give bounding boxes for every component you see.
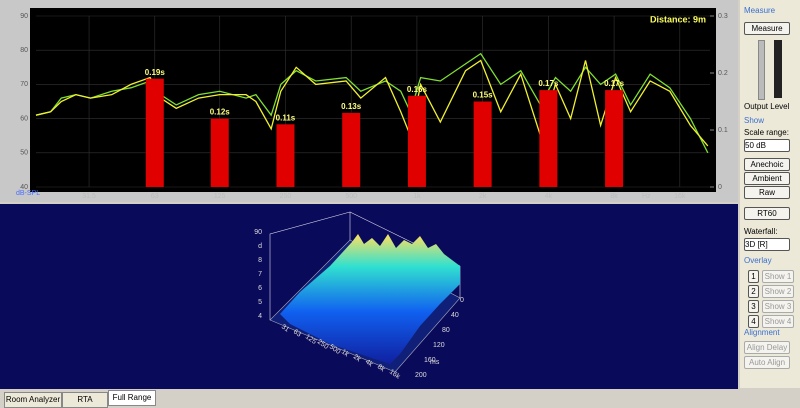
- y-label: dB-SPL: [16, 190, 40, 197]
- y2-tick-label: 0.2: [718, 70, 728, 77]
- x-tick-label: 63: [151, 193, 159, 200]
- bar: [605, 90, 624, 187]
- z-label: 4: [258, 313, 262, 320]
- ambient-button[interactable]: Ambient: [744, 172, 790, 185]
- time-label: 40: [451, 312, 459, 319]
- x-tick-label: 8k: [610, 193, 618, 200]
- plot-area: [30, 8, 716, 192]
- bar: [342, 112, 361, 187]
- section: Overlay: [744, 256, 772, 265]
- scale-select[interactable]: 50 dB: [744, 139, 790, 152]
- bar-label: 0.12s: [210, 108, 231, 117]
- x-tick-label: 250: [280, 193, 292, 200]
- y-tick-label: 80: [20, 47, 28, 54]
- overlay-num[interactable]: 2: [748, 285, 759, 298]
- time-label: 80: [442, 327, 450, 334]
- time-label: 120: [433, 342, 445, 349]
- bar-label: 0.16s: [407, 85, 428, 94]
- z-label: 90: [254, 229, 262, 236]
- level-meter: [774, 40, 782, 98]
- x-tick-label: 4k: [545, 193, 553, 200]
- z-label: 7: [258, 271, 262, 278]
- time-unit: ms: [430, 359, 440, 366]
- y-tick-label: 60: [20, 115, 28, 122]
- bar-label: 0.19s: [145, 68, 166, 77]
- bar-label: 0.11s: [276, 113, 296, 122]
- overlay-button[interactable]: Show 1: [762, 270, 794, 283]
- freq-label: 1k: [340, 348, 350, 358]
- bar: [539, 90, 558, 187]
- x-tick-label: 1k: [413, 193, 421, 200]
- align-delay[interactable]: Align Delay: [744, 341, 790, 354]
- y-tick-label: 50: [20, 150, 28, 157]
- tab[interactable]: RTA: [62, 392, 108, 408]
- response-line: [35, 59, 709, 147]
- overlay-button[interactable]: Show 3: [762, 300, 794, 313]
- frame: [269, 211, 351, 320]
- overlay-num[interactable]: 4: [748, 315, 759, 328]
- auto-align[interactable]: Auto Align: [744, 356, 790, 369]
- overlay-num[interactable]: 3: [748, 300, 759, 313]
- bar: [276, 124, 295, 187]
- anechoic-button[interactable]: Anechoic: [744, 158, 790, 171]
- bar-label: 0.13s: [341, 102, 362, 111]
- waterfall-select[interactable]: 3D [R]: [744, 238, 790, 251]
- x-tick-label: 500: [345, 193, 357, 200]
- overlay-button[interactable]: Show 4: [762, 315, 794, 328]
- bar-label: 0.17s: [538, 79, 559, 88]
- bar-label: 0.17s: [604, 79, 625, 88]
- side-panel: Measure Measure Output Level Show Scale …: [740, 0, 800, 388]
- bar: [473, 101, 492, 187]
- y2-tick-label: 0.1: [718, 127, 728, 134]
- freq-label: 4k: [364, 358, 374, 368]
- y-tick-label: 70: [20, 81, 28, 88]
- tab[interactable]: Full Range: [108, 390, 156, 406]
- z-label: 5: [258, 299, 262, 306]
- time-label: 0: [460, 297, 464, 304]
- freq-label: 31: [280, 323, 290, 333]
- section: Alignment: [744, 328, 780, 337]
- slider[interactable]: [758, 40, 765, 100]
- section: Show: [744, 116, 765, 125]
- freq-label: 63: [292, 328, 302, 338]
- z-label: d: [258, 243, 262, 250]
- response-chart: Distance: 9m dB-SPL Hz 40 50 60 70 80 90 0 0.1 0…: [0, 0, 738, 202]
- raw-button[interactable]: Raw: [744, 186, 790, 199]
- tab[interactable]: Room Analyzer: [4, 392, 62, 408]
- overlay-num[interactable]: 1: [748, 270, 759, 283]
- label: Scale range:: [744, 128, 789, 137]
- distance: Distance: 9m: [650, 14, 706, 24]
- x-tick-label: 2k: [479, 193, 487, 200]
- x-tick-label: 31.5: [82, 193, 96, 200]
- overlay-button[interactable]: Show 2: [762, 285, 794, 298]
- label: Waterfall:: [744, 227, 778, 236]
- rt60-button[interactable]: RT60: [744, 207, 790, 220]
- time-label: 200: [415, 372, 427, 379]
- bar: [210, 118, 229, 187]
- freq-label: 8k: [376, 363, 386, 373]
- tab-bar: Room Analyzer RTA Full Range: [0, 390, 800, 408]
- x-tick-label: 125: [214, 193, 226, 200]
- freq-label: 2k: [352, 353, 362, 363]
- label: Output Level: [744, 102, 790, 111]
- section: Measure: [744, 6, 776, 15]
- x-tick-label: 16k: [674, 193, 686, 200]
- y2-tick-label: 0: [718, 184, 722, 191]
- y-tick-label: 90: [20, 13, 28, 20]
- z-label: 6: [258, 285, 262, 292]
- bar: [145, 78, 164, 187]
- bar: [407, 95, 426, 187]
- y-tick-label: 40: [20, 184, 28, 191]
- bar-label: 0.15s: [473, 91, 494, 100]
- z-label: 8: [258, 257, 262, 264]
- x-label: Hz: [642, 193, 651, 200]
- measure-button[interactable]: Measure: [744, 22, 790, 35]
- surface: [280, 234, 460, 364]
- time-label: 160: [424, 357, 436, 364]
- response-line: [35, 52, 709, 154]
- y2-tick-label: 0.3: [718, 13, 728, 20]
